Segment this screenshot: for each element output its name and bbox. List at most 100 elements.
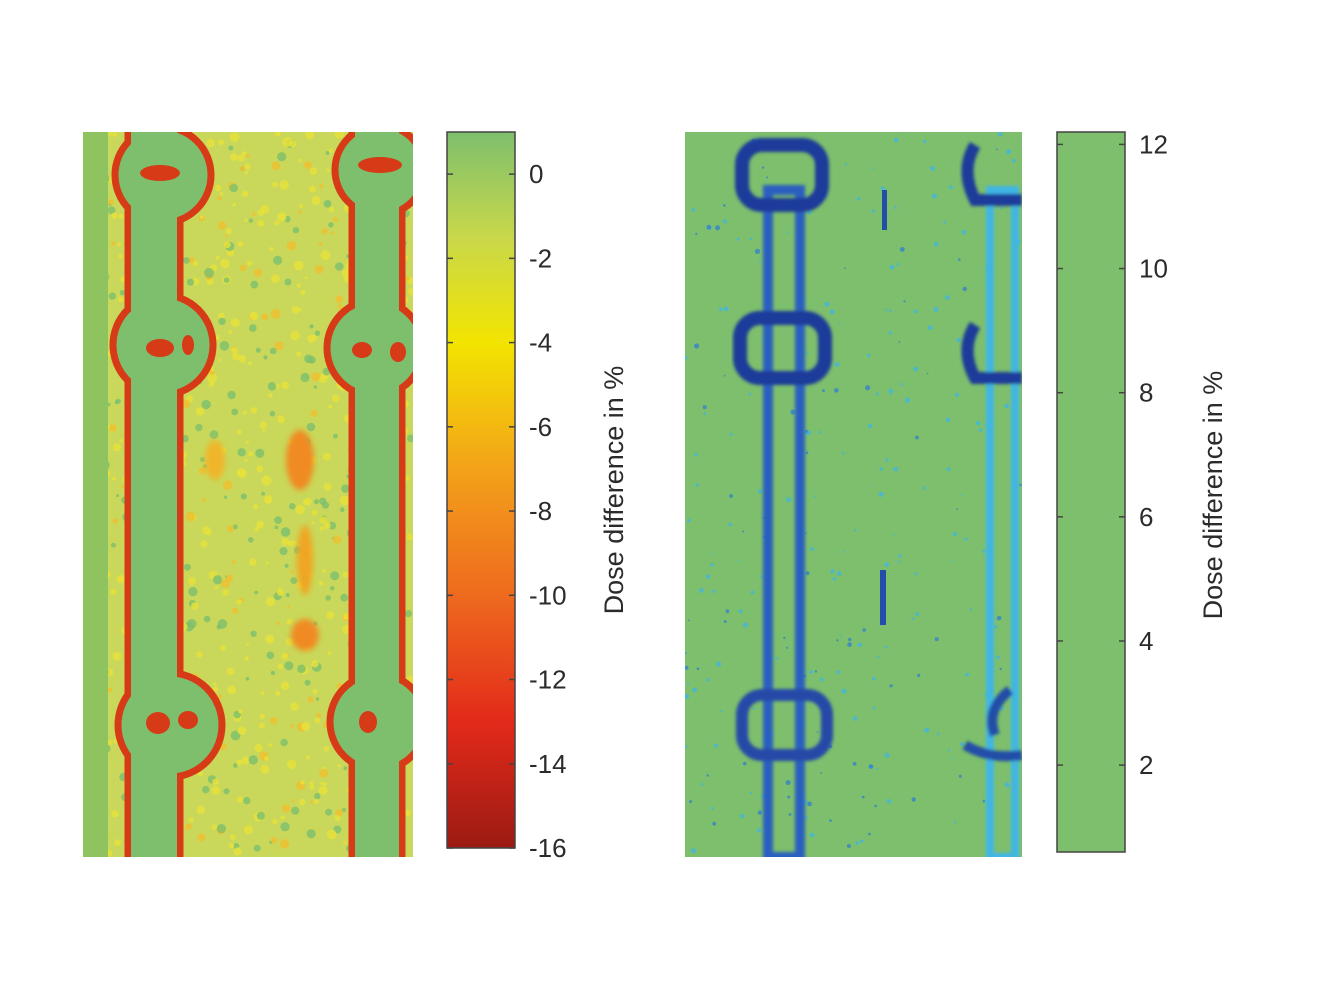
left-noise-speck [305,755,310,760]
left-noise-speck [340,507,345,512]
left-noise-speck [286,605,291,609]
right-noise-speck [834,362,840,367]
right-noise-speck [945,295,950,300]
left-noise-speck [298,158,303,163]
right-noise-speck [706,678,710,682]
left-noise-speck [220,645,226,651]
left-noise-speck [229,132,240,142]
left-noise-speck [191,602,199,610]
right-noise-speck [975,420,981,426]
right-noise-speck [715,225,721,231]
left-noise-speck [261,475,272,486]
right-noise-speck [871,209,875,213]
right-noise-speck [900,382,903,386]
right-noise-speck [893,466,898,472]
right-noise-speck [740,813,745,819]
left-noise-speck [320,250,331,261]
right-noise-speck [685,665,689,670]
left-noise-speck [237,448,246,457]
left-noise-speck [281,381,289,390]
right-noise-speck [846,844,851,848]
left-noise-speck [251,212,256,217]
left-noise-speck [256,811,265,820]
left-noise-speck [275,690,281,696]
right-noise-speck [805,451,809,455]
left-noise-speck [274,220,280,226]
right-noise-speck [982,799,986,803]
left-noise-speck [211,824,217,830]
right-noise-speck [911,617,914,621]
left-noise-speck [322,568,326,573]
left-noise-speck [319,516,327,524]
left-noise-speck [324,522,331,529]
left-noise-speck [328,404,332,409]
left-noise-speck [188,257,195,264]
right-noise-speck [790,409,796,415]
left-noise-speck [311,521,315,525]
right-noise-speck [962,286,967,292]
left-noise-speck [270,308,281,319]
right-noise-speck [889,684,893,688]
left-noise-speck [117,242,121,247]
right-noise-speck [702,405,707,410]
left-noise-speck [297,209,302,214]
left-noise-speck [314,330,321,336]
left-noise-speck [217,195,222,201]
left-noise-speck [238,354,247,363]
left-noise-speck [280,822,290,832]
right-noise-speck [819,677,824,682]
left-noise-speck [304,354,313,364]
right-noise-speck [809,670,813,674]
left-noise-speck [271,181,278,188]
left-noise-speck [218,317,226,326]
left-noise-speck [279,180,289,190]
left-noise-speck [225,228,232,235]
left-noise-speck [244,163,251,170]
left-noise-speck [319,526,325,531]
left-noise-speck [111,241,116,246]
left-colorbar-tick-label: -16 [529,833,567,863]
right-noise-speck [960,494,962,496]
left-noise-speck [116,494,120,498]
left-noise-speck [244,218,248,223]
left-noise-speck [249,311,259,320]
left-noise-speck [107,206,116,215]
left-noise-speck [112,651,122,661]
right-noise-speck [824,301,830,307]
left-noise-speck [404,276,410,281]
left-noise-speck [323,482,332,491]
left-noise-speck [408,287,413,296]
left-noise-speck [271,274,280,283]
left-noise-speck [312,689,318,694]
left-noise-speck [200,540,208,548]
left-noise-speck [327,650,332,656]
left-noise-speck [217,358,221,362]
left-noise-speck [226,525,234,533]
left-noise-speck [273,255,283,265]
right-noise-speck [903,300,906,303]
left-noise-speck [231,347,238,354]
right-noise-speck [937,732,940,736]
left-noise-speck [311,195,321,206]
left-noise-speck [276,621,280,626]
left-noise-speck [307,696,314,703]
left-noise-speck [291,798,295,803]
right-noise-speck [757,489,762,494]
right-noise-speck [915,612,920,617]
left-noise-speck [296,283,301,288]
right-noise-speck [884,645,888,649]
right-noise-speck [729,432,733,436]
right-noise-speck [960,742,964,746]
left-noise-speck [258,722,265,729]
left-noise-speck [266,637,271,642]
right-noise-speck [742,622,749,628]
left-noise-speck [277,152,287,162]
right-noise-speck [872,167,875,170]
left-noise-speck [200,457,206,462]
left-noise-speck [188,587,198,597]
right-noise-speck [712,821,717,826]
right-noise-speck [995,148,998,151]
left-noise-speck [246,643,250,647]
left-noise-speck [112,518,119,524]
